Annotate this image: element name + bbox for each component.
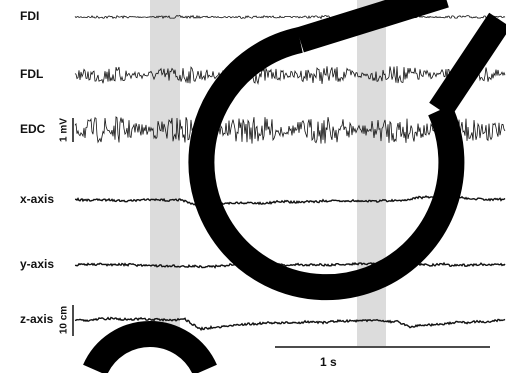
signal-trace <box>74 261 506 269</box>
signal-trace <box>74 14 506 20</box>
scale-label: 1 mV <box>59 118 70 142</box>
trace-label: FDL <box>20 67 43 81</box>
signal-trace <box>74 316 506 332</box>
watermark <box>83 0 506 373</box>
watermark-ring <box>188 27 465 301</box>
scale-label: 10 cm <box>59 306 70 334</box>
watermark-stroke <box>429 12 506 118</box>
traces <box>74 14 506 332</box>
highlight-band <box>150 0 180 346</box>
trace-label: FDI <box>20 9 39 23</box>
signal-trace <box>74 65 506 86</box>
watermark-stroke <box>296 0 449 53</box>
signal-trace <box>74 116 506 144</box>
scale-label: 1 s <box>320 355 337 369</box>
trace-label: y-axis <box>20 257 54 271</box>
trace-label: EDC <box>20 122 46 136</box>
trace-label: x-axis <box>20 192 54 206</box>
watermark-arc <box>83 320 217 373</box>
trace-label: z-axis <box>20 312 54 326</box>
